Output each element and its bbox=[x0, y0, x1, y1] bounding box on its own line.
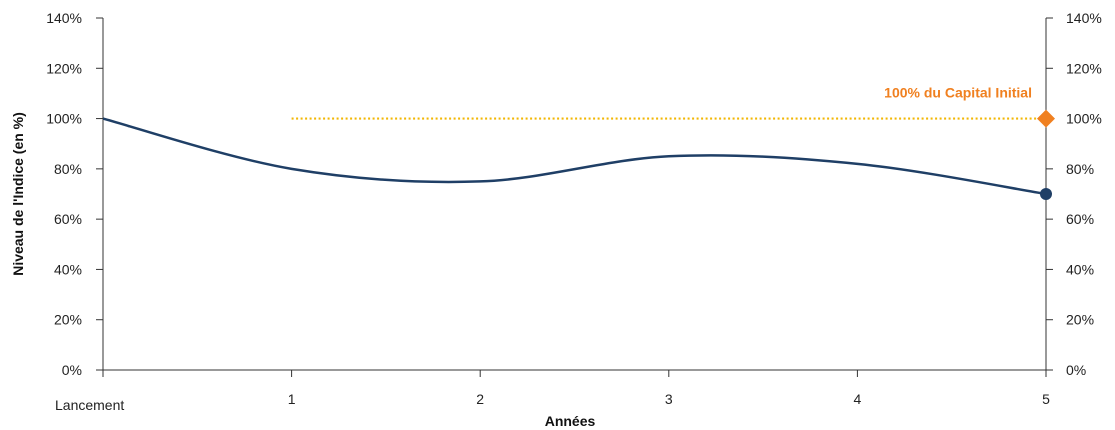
annotation-group: 100% du Capital Initial bbox=[884, 85, 1055, 128]
x-tick-label: Lancement bbox=[55, 397, 124, 413]
right-y-tick-label: 60% bbox=[1066, 211, 1094, 227]
y-tick-label: 40% bbox=[54, 261, 82, 277]
right-y-tick-label: 100% bbox=[1066, 111, 1102, 127]
y-tick-label: 60% bbox=[54, 211, 82, 227]
right-y-tick-label: 0% bbox=[1066, 362, 1086, 378]
series-line bbox=[102, 117, 1047, 196]
y-axis-title: Niveau de l'Indice (en %) bbox=[10, 112, 26, 276]
axes bbox=[102, 18, 1047, 371]
y-tick-label: 120% bbox=[46, 60, 82, 76]
x-tick-label: 3 bbox=[665, 391, 673, 407]
x-tick-label: 2 bbox=[476, 391, 484, 407]
x-tick-label: 5 bbox=[1042, 391, 1050, 407]
series-end-point bbox=[1040, 188, 1052, 200]
y-tick-label: 80% bbox=[54, 161, 82, 177]
annotation-diamond-marker bbox=[1037, 109, 1055, 128]
right-y-tick-label: 120% bbox=[1066, 60, 1102, 76]
y-tick-label: 20% bbox=[54, 312, 82, 328]
y-tick-label: 0% bbox=[62, 362, 82, 378]
right-y-tick-label: 140% bbox=[1066, 10, 1102, 26]
left-y-ticks: 0% 20% 40% 60% 80% 100% 120% 140% bbox=[46, 10, 103, 378]
x-tick-label: 4 bbox=[854, 391, 862, 407]
x-ticks: Lancement 1 2 3 4 5 bbox=[55, 370, 1050, 413]
right-y-tick-label: 40% bbox=[1066, 261, 1094, 277]
right-y-tick-label: 80% bbox=[1066, 161, 1094, 177]
right-y-tick-label: 20% bbox=[1066, 312, 1094, 328]
x-axis-title: Années bbox=[545, 413, 596, 429]
annotation-label: 100% du Capital Initial bbox=[884, 85, 1032, 101]
series-group bbox=[102, 117, 1052, 200]
x-tick-label: 1 bbox=[288, 391, 296, 407]
right-y-ticks: 0% 20% 40% 60% 80% 100% 120% 140% bbox=[1046, 10, 1102, 378]
y-tick-label: 100% bbox=[46, 111, 82, 127]
y-tick-label: 140% bbox=[46, 10, 82, 26]
